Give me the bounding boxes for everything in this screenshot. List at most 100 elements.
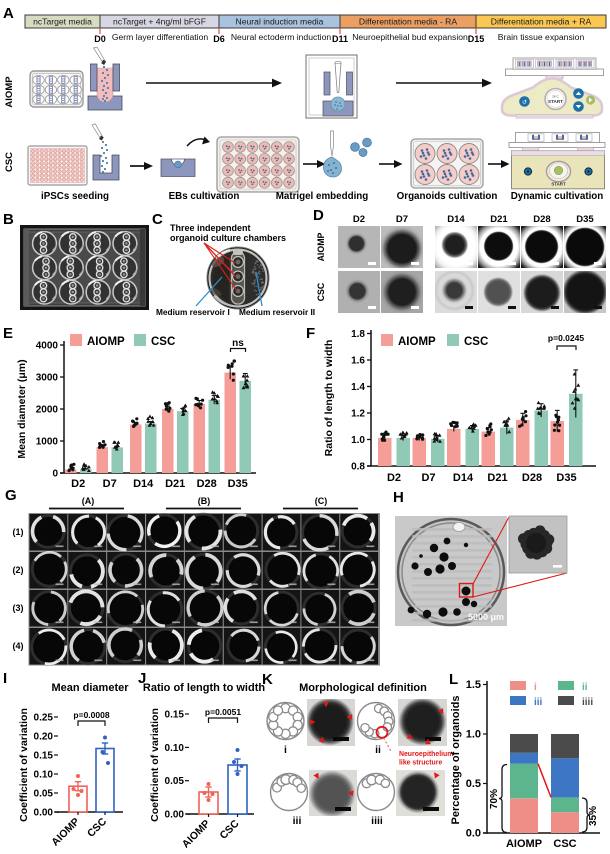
svg-text:D14: D14	[447, 214, 465, 225]
svg-text:0.00: 0.00	[34, 808, 54, 819]
svg-text:↺: ↺	[522, 99, 527, 106]
svg-text:CSC: CSC	[553, 838, 576, 850]
svg-text:0.05: 0.05	[165, 776, 185, 787]
svg-text:CSC: CSC	[4, 152, 15, 172]
svg-text:iiii: iiii	[582, 697, 593, 708]
svg-text:0.15: 0.15	[34, 751, 54, 762]
svg-text:D14: D14	[133, 478, 154, 490]
svg-text:iPSCs seeding: iPSCs seeding	[41, 191, 109, 202]
svg-text:D2: D2	[353, 214, 365, 225]
svg-text:EBs cultivation: EBs cultivation	[169, 191, 240, 202]
svg-text:1.5: 1.5	[466, 679, 481, 691]
svg-text:D21: D21	[165, 478, 185, 490]
svg-text:Germ layer differentiation: Germ layer differentiation	[112, 32, 209, 42]
svg-text:Brain tissue expansion: Brain tissue expansion	[498, 32, 585, 42]
svg-text:D35: D35	[556, 472, 576, 484]
svg-text:0.5: 0.5	[466, 778, 481, 790]
svg-text:AIOMP: AIOMP	[87, 336, 125, 348]
svg-text:I: I	[3, 670, 7, 687]
svg-text:organoid culture chambers: organoid culture chambers	[170, 233, 286, 243]
svg-text:iii: iii	[534, 697, 543, 708]
svg-text:Dynamic cultivation: Dynamic cultivation	[511, 191, 604, 202]
svg-text:ncTarget + 4ng/ml bFGF: ncTarget + 4ng/ml bFGF	[113, 17, 206, 27]
svg-text:D21: D21	[490, 214, 508, 225]
svg-text:D21: D21	[487, 472, 507, 484]
svg-text:Neuroepithelium: Neuroepithelium	[399, 751, 453, 758]
svg-text:(2): (2)	[13, 565, 24, 575]
svg-text:ncTarget media: ncTarget media	[33, 17, 92, 27]
svg-text:D28: D28	[533, 214, 550, 225]
svg-text:START: START	[548, 99, 563, 104]
svg-text:0.0: 0.0	[466, 828, 481, 840]
svg-text:ii: ii	[375, 744, 381, 756]
svg-text:Differentiation media + RA: Differentiation media + RA	[491, 17, 592, 27]
svg-text:Three independent: Three independent	[170, 223, 251, 233]
svg-text:Organoids cultivation: Organoids cultivation	[397, 191, 498, 202]
svg-text:D6: D6	[213, 34, 225, 44]
svg-text:28°C: 28°C	[552, 95, 560, 99]
svg-text:like structure: like structure	[399, 760, 442, 767]
svg-text:0.8: 0.8	[351, 462, 365, 473]
svg-text:CSC: CSC	[464, 336, 488, 348]
svg-text:CSC: CSC	[151, 336, 175, 348]
svg-text:D14: D14	[453, 472, 474, 484]
svg-text:(C): (C)	[315, 496, 328, 506]
svg-text:J: J	[138, 670, 146, 687]
svg-text:D28: D28	[197, 478, 217, 490]
svg-text:CSC: CSC	[85, 815, 109, 839]
svg-text:1.8: 1.8	[351, 329, 365, 340]
svg-text:1.0: 1.0	[466, 729, 481, 741]
svg-text:Ratio of length to width: Ratio of length to width	[323, 340, 335, 457]
svg-text:D7: D7	[103, 478, 117, 490]
svg-text:0.20: 0.20	[34, 732, 54, 743]
svg-text:A: A	[3, 5, 14, 22]
svg-text:0.10: 0.10	[34, 770, 54, 781]
svg-text:iiii: iiii	[371, 815, 383, 827]
svg-text:D: D	[313, 207, 324, 224]
svg-text:D7: D7	[396, 214, 408, 225]
svg-text:Mean diameter (μm): Mean diameter (μm)	[16, 359, 28, 458]
svg-text:p=0.0008: p=0.0008	[73, 710, 109, 720]
svg-text:Coefficient of variation: Coefficient of variation	[18, 708, 30, 822]
svg-text:0.00: 0.00	[165, 810, 185, 821]
svg-text:Mean diameter: Mean diameter	[51, 682, 129, 694]
svg-text:D35: D35	[228, 478, 248, 490]
svg-text:Differentiation media - RA: Differentiation media - RA	[359, 17, 458, 27]
svg-text:1.6: 1.6	[351, 356, 365, 367]
svg-text:p=0.0051: p=0.0051	[205, 707, 241, 717]
svg-text:Medium reservoir II: Medium reservoir II	[239, 307, 315, 317]
svg-text:(4): (4)	[13, 641, 24, 651]
svg-text:F: F	[306, 325, 315, 342]
svg-text:Medium reservoir I: Medium reservoir I	[156, 307, 230, 317]
svg-text:i: i	[534, 682, 537, 693]
svg-text:D15: D15	[468, 34, 485, 44]
svg-text:B: B	[3, 211, 14, 228]
svg-text:3000: 3000	[36, 373, 59, 384]
svg-text:D28: D28	[522, 472, 542, 484]
svg-text:1.4: 1.4	[351, 382, 365, 393]
svg-text:K: K	[262, 671, 273, 688]
svg-text:AIOMP: AIOMP	[180, 818, 213, 851]
svg-text:iii: iii	[293, 815, 302, 827]
svg-text:AIOMP: AIOMP	[506, 838, 542, 850]
svg-text:D2: D2	[71, 478, 85, 490]
svg-text:L: L	[449, 671, 458, 688]
svg-text:2000: 2000	[36, 405, 59, 416]
svg-text:(A): (A)	[82, 496, 95, 506]
svg-text:Neuroepithelial bud expansion: Neuroepithelial bud expansion	[352, 32, 468, 42]
svg-text:i: i	[284, 744, 287, 756]
svg-text:AIOMP: AIOMP	[398, 336, 436, 348]
svg-text:Neural induction media: Neural induction media	[236, 17, 324, 27]
svg-text:Neural ectoderm induction: Neural ectoderm induction	[231, 32, 332, 42]
svg-text:70%: 70%	[489, 789, 500, 809]
svg-text:Percentage of organoids: Percentage of organoids	[450, 696, 462, 825]
svg-text:D35: D35	[576, 214, 594, 225]
svg-text:Matrigel embedding: Matrigel embedding	[276, 191, 369, 202]
svg-text:(1): (1)	[13, 527, 24, 537]
svg-text:D11: D11	[332, 34, 348, 44]
svg-text:0.15: 0.15	[165, 710, 185, 721]
svg-text:Morphological definition: Morphological definition	[299, 682, 427, 694]
svg-text:(B): (B)	[198, 496, 211, 506]
svg-text:ii: ii	[582, 682, 588, 693]
svg-text:D7: D7	[421, 472, 435, 484]
